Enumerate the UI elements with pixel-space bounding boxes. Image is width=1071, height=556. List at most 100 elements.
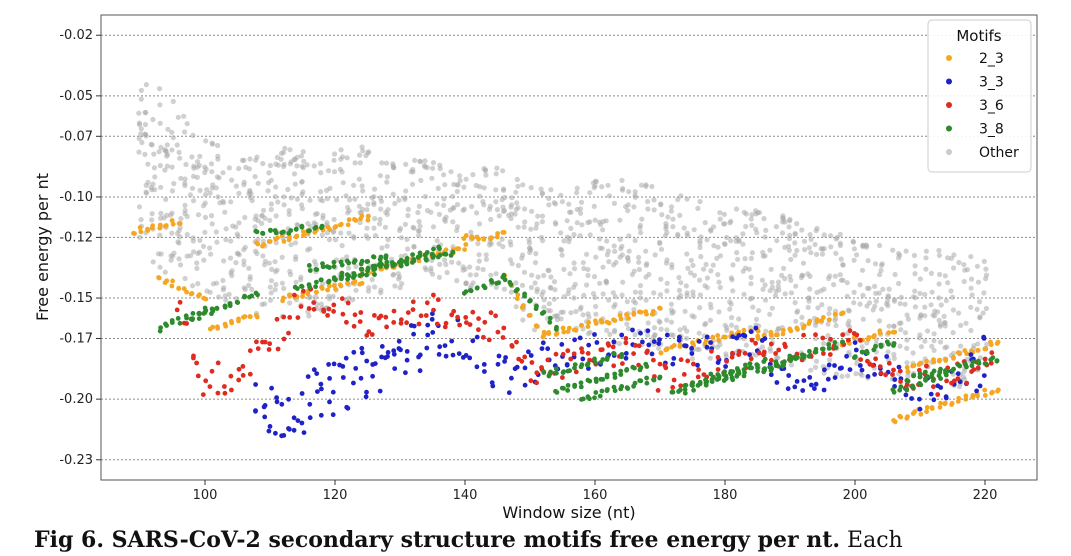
point-3-8 bbox=[612, 388, 618, 394]
point-3-3 bbox=[301, 430, 307, 435]
point-other bbox=[499, 197, 505, 203]
point-3-8 bbox=[832, 340, 838, 345]
point-other bbox=[424, 165, 430, 171]
point-other bbox=[878, 267, 884, 274]
point-3-3 bbox=[281, 433, 287, 438]
point-3-6 bbox=[391, 308, 397, 314]
point-other bbox=[746, 266, 752, 272]
point-other bbox=[807, 232, 813, 238]
point-3-8 bbox=[657, 375, 662, 381]
point-other bbox=[215, 142, 221, 149]
point-other bbox=[480, 266, 486, 273]
point-other bbox=[493, 199, 499, 205]
point-3-8 bbox=[548, 369, 553, 375]
point-other bbox=[474, 210, 480, 216]
point-other bbox=[964, 267, 971, 273]
point-other bbox=[675, 196, 681, 203]
point-other bbox=[373, 233, 379, 239]
point-3-8 bbox=[339, 276, 344, 282]
point-2-3 bbox=[162, 280, 168, 286]
point-3-6 bbox=[761, 352, 766, 358]
point-3-3 bbox=[528, 353, 534, 358]
caption-bold-text: Fig 6. SARS-CoV-2 secondary structure mo… bbox=[34, 527, 841, 553]
point-3-8 bbox=[638, 378, 644, 384]
point-3-8 bbox=[585, 361, 591, 367]
point-3-3 bbox=[351, 380, 356, 386]
point-other bbox=[377, 173, 383, 179]
point-3-8 bbox=[306, 263, 312, 268]
point-other bbox=[936, 252, 943, 258]
point-other bbox=[385, 207, 391, 213]
point-other bbox=[606, 297, 612, 303]
point-3-8 bbox=[593, 390, 599, 395]
point-3-3 bbox=[695, 362, 700, 368]
point-other bbox=[207, 289, 213, 295]
point-other bbox=[299, 206, 305, 212]
point-other bbox=[890, 247, 896, 253]
point-3-3 bbox=[315, 389, 320, 394]
point-other bbox=[807, 273, 813, 279]
point-3-8 bbox=[253, 290, 259, 296]
point-other bbox=[262, 262, 268, 268]
point-3-3 bbox=[291, 427, 297, 433]
point-other bbox=[935, 309, 941, 315]
point-other bbox=[560, 309, 566, 315]
point-2-3 bbox=[722, 334, 728, 340]
point-other bbox=[891, 298, 898, 304]
point-other bbox=[587, 219, 593, 225]
point-2-3 bbox=[643, 309, 649, 315]
point-other bbox=[519, 255, 525, 261]
point-other bbox=[833, 322, 839, 329]
point-other bbox=[145, 179, 151, 185]
point-other bbox=[494, 165, 500, 171]
point-3-3 bbox=[343, 355, 349, 361]
point-3-8 bbox=[324, 264, 330, 269]
point-other bbox=[136, 204, 143, 210]
point-other bbox=[164, 142, 170, 148]
point-2-3 bbox=[312, 229, 318, 235]
point-3-8 bbox=[313, 284, 318, 290]
point-other bbox=[340, 180, 346, 186]
point-3-3 bbox=[917, 396, 922, 402]
point-other bbox=[223, 226, 229, 232]
point-other bbox=[541, 304, 547, 310]
point-3-6 bbox=[813, 332, 818, 338]
point-3-8 bbox=[637, 367, 643, 373]
point-other bbox=[307, 246, 313, 252]
point-other bbox=[541, 272, 547, 279]
y-axis-ticks: -0.02-0.05-0.07-0.10-0.12-0.15-0.17-0.20… bbox=[59, 28, 101, 468]
point-3-6 bbox=[873, 356, 878, 362]
point-other bbox=[384, 211, 390, 217]
point-other bbox=[668, 301, 675, 307]
point-other bbox=[529, 272, 535, 278]
point-other bbox=[371, 200, 377, 206]
point-other bbox=[403, 188, 409, 194]
point-other bbox=[559, 252, 565, 258]
point-3-8 bbox=[553, 388, 558, 394]
point-other bbox=[968, 254, 974, 260]
point-other bbox=[430, 160, 437, 166]
point-other bbox=[346, 265, 352, 271]
point-3-8 bbox=[957, 363, 963, 369]
point-other bbox=[279, 254, 285, 260]
point-other bbox=[207, 190, 213, 196]
point-other bbox=[715, 272, 721, 278]
point-other bbox=[547, 284, 554, 290]
point-other bbox=[475, 241, 481, 247]
point-other bbox=[786, 224, 792, 230]
point-other bbox=[786, 247, 792, 253]
point-3-8 bbox=[488, 278, 494, 283]
point-other bbox=[558, 246, 564, 252]
point-other bbox=[762, 297, 769, 303]
point-3-6 bbox=[228, 373, 234, 379]
point-3-3 bbox=[429, 316, 435, 322]
point-3-3 bbox=[463, 353, 469, 358]
point-other bbox=[950, 350, 957, 356]
point-other bbox=[943, 298, 949, 304]
point-other bbox=[761, 216, 767, 222]
y-tick-label: -0.05 bbox=[59, 89, 93, 104]
point-3-3 bbox=[742, 333, 748, 339]
point-2-3 bbox=[983, 346, 989, 352]
point-other bbox=[568, 225, 574, 231]
point-other bbox=[526, 237, 532, 243]
